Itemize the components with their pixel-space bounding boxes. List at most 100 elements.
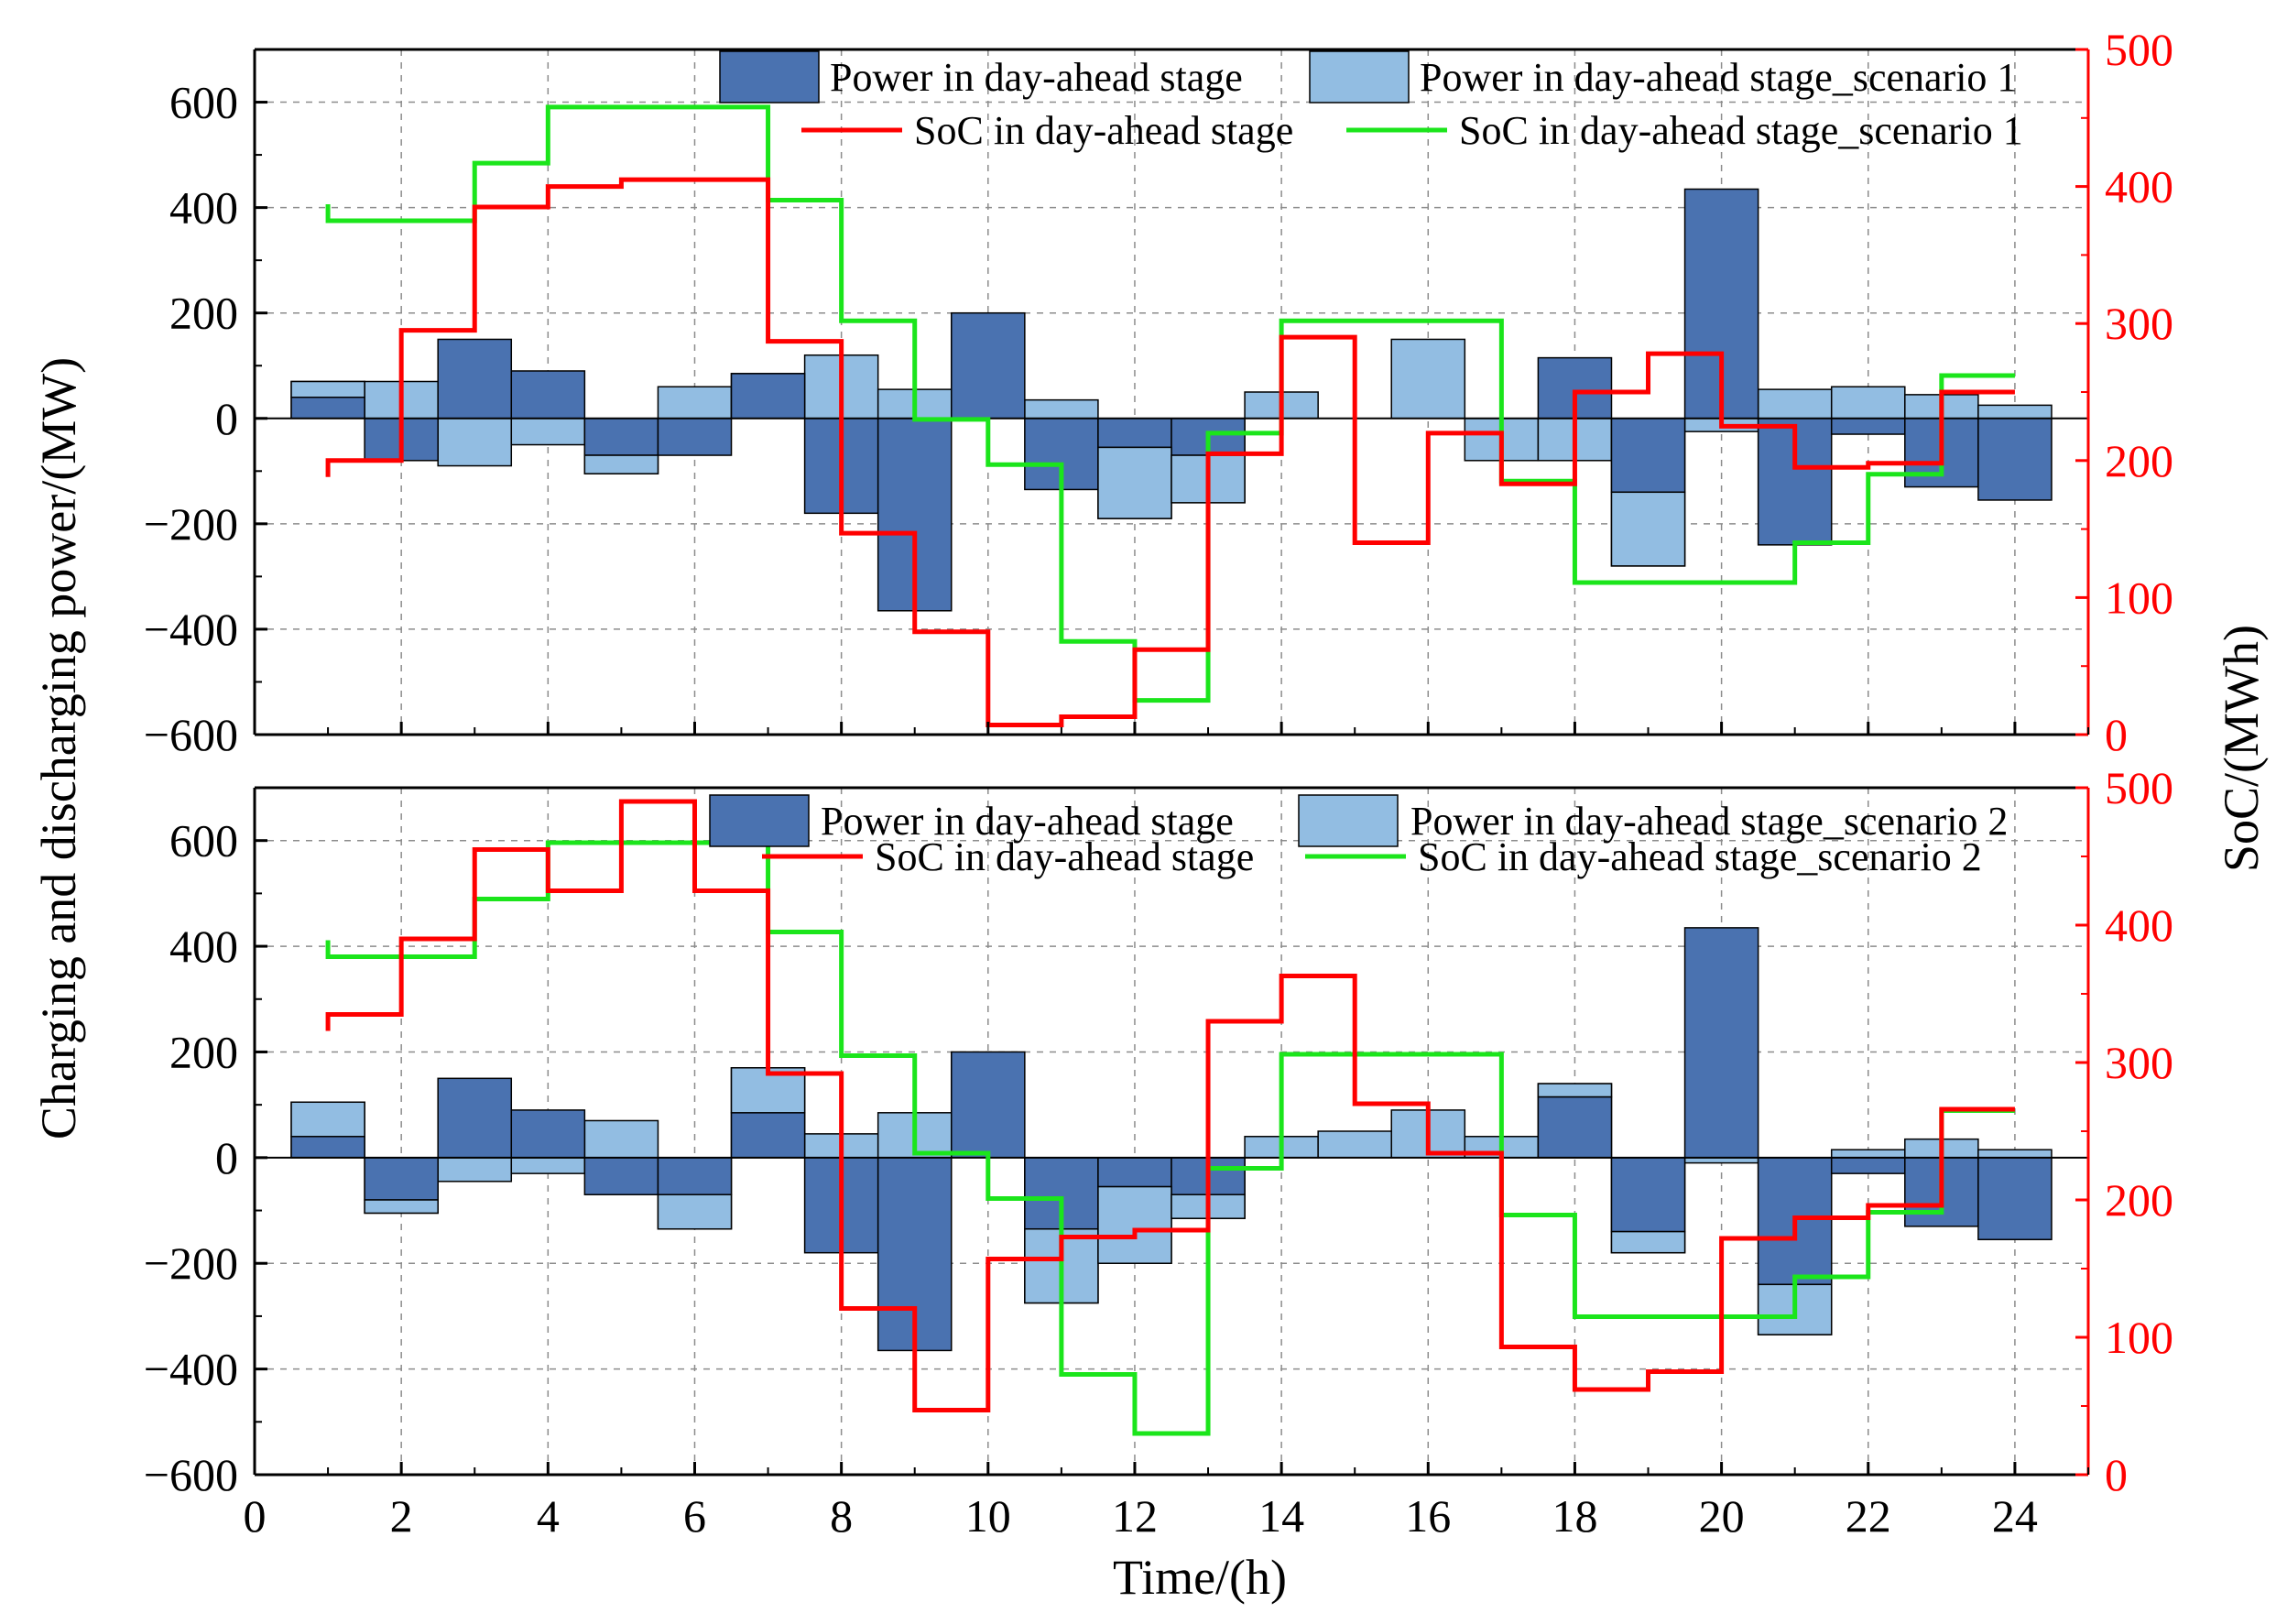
bar-power-scenario-excess — [1610, 1230, 1686, 1254]
legend-label-power-day-ahead: Power in day-ahead stage — [821, 799, 1234, 844]
bar-power-day-ahead — [1977, 1157, 2053, 1241]
x-axis: 0 2 4 6 8 10 12 14 16 18 20 22 24 — [244, 1490, 2038, 1542]
y-right-tick-label: 0 — [2105, 1449, 2128, 1500]
bar-power-scenario-excess — [364, 1199, 439, 1215]
bar-power-scenario-excess — [290, 380, 365, 398]
bar-power-day-ahead — [1830, 418, 1906, 435]
y-right-tick-label: 400 — [2105, 899, 2173, 951]
legend-swatch-power-scenario — [1309, 50, 1410, 104]
legend-swatch-power-day-ahead — [709, 794, 810, 847]
y-right-tick-label: 400 — [2105, 161, 2173, 213]
bar-power-day-ahead — [951, 1051, 1026, 1159]
bar-power-day-ahead — [583, 418, 659, 456]
bar-power-scenario — [1977, 1149, 2053, 1159]
y-left-tick-label: −200 — [144, 1237, 238, 1289]
bar-power-day-ahead — [1537, 1095, 1613, 1159]
y-left-tick-label: −400 — [144, 1344, 238, 1395]
y-right-tick-label: 300 — [2105, 1037, 2173, 1088]
bar-power-scenario — [1317, 1130, 1392, 1159]
y-right-tick-label: 100 — [2105, 1312, 2173, 1363]
line-soc-scenario — [325, 840, 2015, 1436]
line-soc-day-ahead — [325, 799, 2015, 1412]
y-left-tick-label: 400 — [169, 921, 238, 972]
y-right-tick-label: 300 — [2105, 298, 2173, 349]
bar-power-day-ahead — [1097, 1157, 1172, 1188]
x-tick-label: 20 — [1699, 1490, 1745, 1542]
bar-power-scenario-excess — [1097, 1185, 1172, 1264]
bar-power-scenario — [1757, 388, 1833, 420]
x-tick-label: 22 — [1846, 1490, 1891, 1542]
bar-power-day-ahead — [657, 418, 733, 456]
x-tick-label: 18 — [1552, 1490, 1597, 1542]
x-axis-label: Time/(h) — [1113, 1550, 1287, 1605]
y-left-tick-label: 0 — [215, 393, 238, 444]
bar-power-scenario — [1830, 386, 1906, 420]
bar-power-day-ahead — [730, 1112, 806, 1159]
x-tick-label: 0 — [244, 1490, 267, 1542]
y-right-axis-label: SoC/(MWh) — [2214, 625, 2269, 872]
bar-power-day-ahead — [1610, 418, 1686, 494]
y-right-tick-label: 500 — [2105, 762, 2173, 813]
y-left-tick-label: 200 — [169, 288, 238, 339]
bar-power-scenario — [437, 418, 513, 467]
line-soc-day-ahead — [325, 177, 2015, 728]
bar-power-day-ahead — [1830, 1157, 1906, 1174]
bar-power-scenario — [583, 1119, 659, 1159]
bar-power-day-ahead — [290, 397, 365, 420]
bar-power-day-ahead — [364, 1157, 439, 1201]
bar-power-day-ahead — [730, 373, 806, 420]
y-left-tick-label: 400 — [169, 182, 238, 234]
bar-power-scenario-excess — [290, 1101, 365, 1138]
legend-label-soc: SoC in day-ahead stage — [875, 834, 1254, 879]
y-right-tick-label: 500 — [2105, 24, 2173, 75]
y-left-tick-label: −400 — [144, 604, 238, 655]
bar-power-scenario — [1830, 1149, 1906, 1159]
bar-power-day-ahead — [510, 370, 586, 420]
x-tick-label: 24 — [1992, 1490, 2038, 1542]
y-right-tick-label: 200 — [2105, 1174, 2173, 1226]
bar-power-day-ahead — [657, 1157, 733, 1195]
x-tick-label: 10 — [965, 1490, 1011, 1542]
bar-power-day-ahead — [1097, 418, 1172, 449]
bar-power-scenario-excess — [583, 454, 659, 474]
x-tick-label: 16 — [1405, 1490, 1451, 1542]
bar-power-day-ahead — [290, 1136, 365, 1159]
x-tick-label: 4 — [537, 1490, 560, 1542]
x-tick-label: 6 — [683, 1490, 706, 1542]
legend-label-power-day-ahead: Power in day-ahead stage — [830, 55, 1243, 100]
bar-power-scenario-excess — [1097, 446, 1172, 519]
bar-power-day-ahead — [437, 1077, 513, 1159]
bar-power-scenario — [1977, 404, 2053, 420]
y-left-tick-label: 600 — [169, 77, 238, 128]
x-tick-label: 14 — [1258, 1490, 1304, 1542]
bar-power-day-ahead — [437, 338, 513, 420]
y-left-tick-label: −600 — [144, 709, 238, 760]
y-left-tick-label: 600 — [169, 815, 238, 866]
bar-power-day-ahead — [1610, 1157, 1686, 1233]
y-left-tick-label: 200 — [169, 1026, 238, 1077]
panel-top: 600 400 200 0 −200 −400 −600 500 400 300 200 100 0 Po… — [144, 24, 2173, 760]
legend-label-power-scenario: Power in day-ahead stage_scenario 1 — [1420, 55, 2017, 100]
y-right-tick-label: 200 — [2105, 435, 2173, 486]
bar-power-day-ahead — [1683, 927, 1759, 1159]
bar-power-scenario — [510, 418, 586, 446]
y-left-tick-label: −600 — [144, 1449, 238, 1500]
legend: Power in day-ahead stage Power in day-ahe… — [709, 794, 2008, 879]
legend-swatch-power-day-ahead — [719, 50, 820, 104]
bar-power-scenario — [510, 1157, 586, 1174]
legend: Power in day-ahead stage Power in day-ahe… — [719, 50, 2023, 153]
y-left-tick-label: −200 — [144, 498, 238, 550]
bar-power-scenario — [437, 1157, 513, 1183]
bar-power-day-ahead — [1977, 418, 2053, 501]
y-right-tick-label: 0 — [2105, 709, 2128, 760]
bar-power-day-ahead — [583, 1157, 659, 1195]
legend-swatch-power-scenario — [1298, 794, 1399, 847]
legend-label-power-scenario: Power in day-ahead stage_scenario 2 — [1410, 799, 2008, 844]
y-left-tick-label: 0 — [215, 1132, 238, 1183]
bar-power-scenario-excess — [1537, 1083, 1613, 1098]
bar-power-scenario — [1390, 338, 1466, 420]
panel-bottom: 600 400 200 0 −200 −400 −600 500 400 300 200 100 0 Po… — [144, 762, 2173, 1500]
bar-power-scenario-excess — [657, 1193, 733, 1230]
x-tick-label: 2 — [390, 1490, 413, 1542]
